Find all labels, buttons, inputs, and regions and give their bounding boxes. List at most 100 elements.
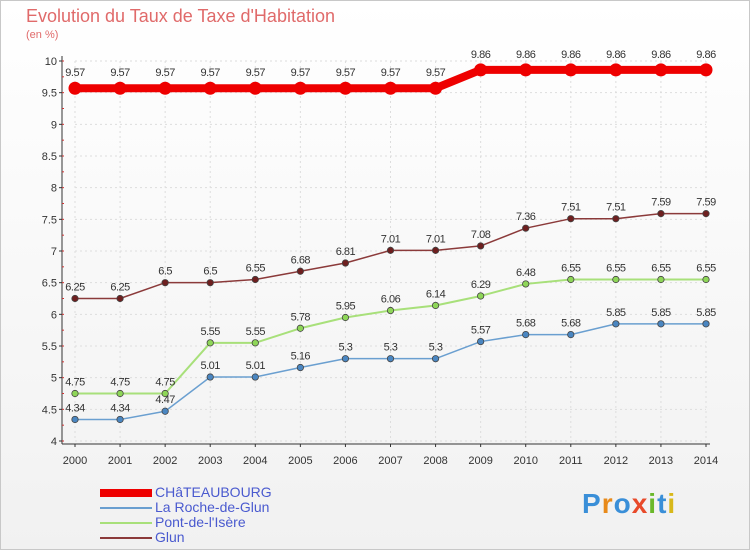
data-label: 9.57: [201, 67, 221, 79]
data-point: [477, 292, 485, 300]
data-label: 5.95: [336, 301, 356, 313]
data-point: [296, 363, 304, 372]
data-label: 9.86: [561, 49, 581, 61]
data-point: [384, 81, 397, 95]
logo-letter: r: [601, 488, 614, 519]
proxiti-logo: Proxiti: [582, 488, 676, 520]
data-point: [206, 279, 214, 287]
data-label: 4.75: [65, 377, 85, 389]
x-tick-label: 2007: [378, 455, 402, 467]
data-point: [71, 389, 79, 398]
legend-label: CHâTEAUBOURG: [155, 484, 272, 500]
data-point: [431, 246, 440, 254]
data-label: 4.34: [65, 402, 85, 414]
data-point: [431, 301, 440, 310]
data-label: 9.57: [246, 67, 266, 79]
data-point: [657, 275, 665, 284]
data-label: 6.14: [426, 288, 446, 300]
data-label: 5.3: [384, 342, 398, 354]
data-label: 5.01: [201, 360, 221, 372]
legend-swatch: [100, 506, 152, 509]
data-point: [71, 415, 79, 424]
data-point: [251, 339, 259, 347]
data-label: 9.86: [606, 49, 626, 61]
data-point: [609, 63, 623, 77]
y-tick-label: 4.5: [42, 404, 57, 416]
data-label: 4.34: [110, 402, 130, 414]
data-point: [477, 337, 485, 346]
data-label: 9.86: [651, 49, 671, 61]
series-0: 9.57 9.57 9.57 9.57 9.57 9.57 9.57 9.57 9.57 9.86…: [65, 49, 717, 95]
data-point: [341, 313, 350, 322]
data-label: 6.55: [246, 263, 266, 275]
data-label: 6.25: [110, 282, 130, 294]
data-point: [702, 210, 710, 218]
data-label: 6.06: [381, 294, 401, 306]
x-tick-label: 2012: [604, 455, 628, 467]
data-label: 7.59: [651, 197, 671, 209]
data-point: [612, 320, 620, 328]
data-point: [657, 320, 665, 328]
y-tick-label: 10: [45, 56, 57, 68]
data-point: [522, 224, 530, 232]
data-point: [248, 81, 262, 95]
data-label: 5.3: [429, 342, 443, 354]
legend-label: La Roche-de-Glun: [155, 499, 270, 515]
x-tick-label: 2011: [559, 455, 583, 467]
data-label: 7.59: [696, 197, 716, 209]
data-point: [567, 215, 575, 223]
data-point: [386, 306, 395, 315]
data-label: 4.75: [155, 377, 175, 389]
y-tick-label: 8.5: [42, 151, 57, 163]
data-point: [71, 294, 79, 303]
data-label: 5.68: [516, 318, 536, 330]
data-label: 5.85: [696, 307, 716, 319]
x-tick-label: 2003: [198, 455, 222, 467]
data-label: 9.57: [65, 67, 85, 79]
x-tick-label: 2010: [513, 455, 537, 467]
data-label: 5.3: [339, 342, 353, 354]
x-tick-label: 2013: [649, 455, 673, 467]
data-label: 5.57: [471, 325, 491, 337]
data-point: [564, 63, 578, 77]
data-label: 6.55: [651, 263, 671, 275]
x-tick-label: 2006: [333, 455, 357, 467]
y-axis-ticks: 4 4.5 5 5.5 6 6.5 7 7.5 8 8.5 9 9.5 10: [42, 56, 64, 448]
logo-letter: i: [648, 488, 658, 519]
y-tick-label: 6: [51, 309, 57, 321]
data-label: 9.57: [291, 67, 311, 79]
data-point: [251, 373, 259, 381]
x-tick-label: 2008: [423, 455, 447, 467]
data-label: 5.78: [291, 311, 311, 323]
data-point: [699, 63, 713, 77]
data-point: [386, 355, 395, 363]
data-label: 9.86: [696, 49, 716, 61]
data-point: [116, 389, 124, 398]
data-label: 9.57: [336, 67, 356, 79]
data-point: [567, 330, 575, 339]
data-point: [68, 81, 82, 95]
x-tick-label: 2000: [63, 455, 87, 467]
data-label: 9.86: [471, 49, 491, 61]
data-point: [158, 81, 172, 95]
legend-swatch: [100, 536, 152, 539]
data-point: [431, 355, 440, 363]
legend-swatch: [100, 521, 152, 524]
data-label: 5.68: [561, 318, 581, 330]
data-point: [161, 407, 169, 415]
data-point: [161, 389, 169, 398]
data-point: [296, 324, 304, 332]
data-point: [161, 279, 169, 287]
data-point: [116, 294, 124, 303]
data-point: [341, 355, 350, 363]
x-tick-label: 2004: [243, 455, 267, 467]
series-2: 4.75 4.75 4.75 5.55 5.55 5.78 5.95 6.06 6.14 6.29…: [65, 263, 717, 398]
data-point: [654, 63, 668, 77]
y-tick-label: 9.5: [42, 88, 57, 100]
data-point: [657, 210, 665, 218]
data-point: [567, 275, 575, 284]
data-label: 6.25: [65, 282, 85, 294]
data-label: 9.86: [516, 49, 536, 61]
data-label: 7.01: [381, 233, 401, 245]
data-label: 5.01: [246, 360, 266, 372]
